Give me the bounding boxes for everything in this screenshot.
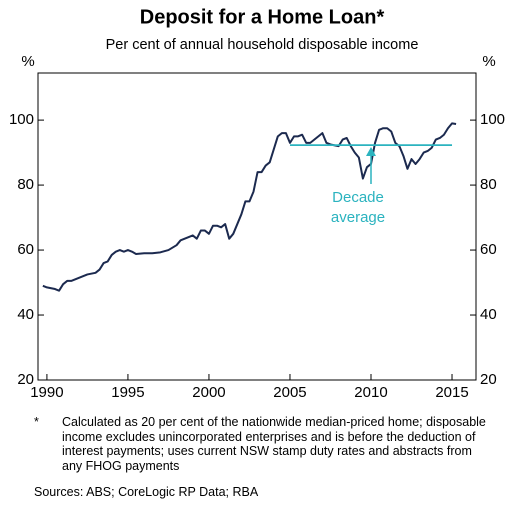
y-tick-label: 20 [17, 371, 34, 388]
y2-tick-label: 40 [480, 306, 497, 323]
chart-subtitle: Per cent of annual household disposable … [106, 37, 419, 53]
y-unit: % [21, 53, 34, 70]
plot-frame [37, 72, 477, 381]
footnote-mark: * [34, 415, 39, 429]
y-tick-label: 80 [17, 176, 34, 193]
line-series [42, 122, 457, 292]
y-tick-label: 60 [17, 241, 34, 258]
x-tick-label: 2000 [192, 384, 225, 401]
chart-title: Deposit for a Home Loan* [140, 6, 385, 28]
y2-unit: % [482, 53, 495, 70]
y2-tick-label: 20 [480, 371, 497, 388]
annotation: Decade [332, 189, 384, 206]
y-tick-label: 100 [9, 111, 34, 128]
y2-tick-label: 60 [480, 241, 497, 258]
x-tick-label: 1990 [30, 384, 63, 401]
annotation-arrowhead [366, 147, 376, 156]
x-tick-label: 2015 [435, 384, 468, 401]
annotation: average [331, 209, 385, 226]
y2-tick-label: 100 [480, 111, 505, 128]
footnote: Calculated as 20 per cent of the nationw… [62, 415, 486, 473]
y2-tick-label: 80 [480, 176, 497, 193]
x-tick-label: 1995 [111, 384, 144, 401]
chart: Deposit for a Home Loan* Per cent of ann… [9, 6, 505, 401]
sources: Sources: ABS; CoreLogic RP Data; RBA [34, 485, 259, 499]
x-tick-label: 2005 [273, 384, 306, 401]
x-tick-label: 2010 [354, 384, 387, 401]
y-tick-label: 40 [17, 306, 34, 323]
